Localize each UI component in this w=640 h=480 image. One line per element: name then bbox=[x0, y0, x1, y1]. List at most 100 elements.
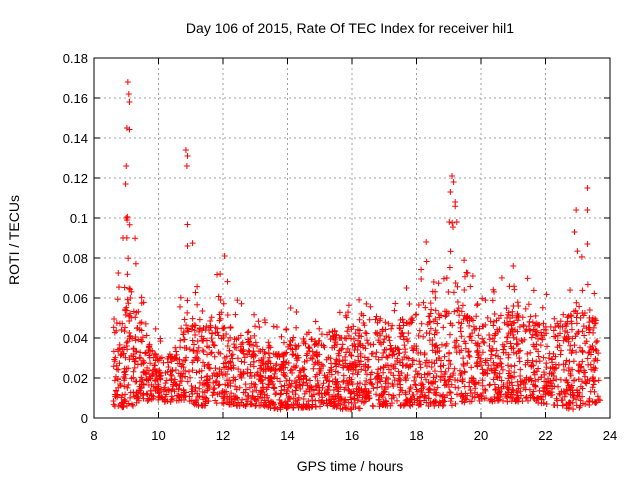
data-point bbox=[125, 300, 132, 307]
data-point bbox=[287, 305, 294, 311]
data-point bbox=[513, 340, 520, 347]
data-point bbox=[400, 333, 407, 340]
data-point bbox=[579, 328, 586, 335]
data-point bbox=[522, 305, 529, 312]
data-point bbox=[278, 387, 285, 394]
data-point bbox=[195, 402, 202, 409]
data-point bbox=[384, 354, 391, 361]
data-point bbox=[124, 271, 131, 278]
data-point bbox=[369, 350, 376, 357]
data-point bbox=[287, 342, 294, 349]
data-point bbox=[246, 348, 253, 355]
data-point bbox=[575, 376, 582, 383]
data-point bbox=[351, 341, 358, 348]
data-point bbox=[128, 288, 135, 295]
data-point bbox=[298, 404, 305, 411]
data-point bbox=[573, 207, 580, 213]
data-point bbox=[595, 396, 602, 403]
data-point bbox=[285, 359, 292, 366]
data-point bbox=[414, 388, 421, 395]
data-point bbox=[184, 153, 191, 159]
data-point bbox=[265, 397, 272, 404]
data-point bbox=[418, 320, 425, 327]
data-point bbox=[494, 326, 501, 333]
data-point bbox=[228, 365, 235, 372]
data-point bbox=[236, 384, 243, 391]
data-point bbox=[194, 393, 201, 400]
data-point bbox=[350, 323, 357, 330]
data-point bbox=[271, 370, 278, 377]
data-point bbox=[437, 363, 444, 370]
data-point bbox=[283, 404, 290, 411]
data-point bbox=[586, 398, 593, 405]
data-point bbox=[510, 334, 517, 341]
y-tick-label: 0.14 bbox=[63, 131, 88, 146]
data-point bbox=[351, 359, 358, 366]
data-point bbox=[564, 335, 571, 342]
data-point bbox=[536, 387, 543, 394]
data-point bbox=[301, 390, 308, 397]
data-point bbox=[447, 361, 454, 368]
data-point bbox=[283, 377, 290, 384]
data-point bbox=[571, 342, 578, 349]
data-point bbox=[372, 329, 379, 336]
data-point bbox=[241, 359, 248, 366]
data-point bbox=[235, 335, 242, 342]
data-point bbox=[514, 310, 521, 317]
data-point bbox=[383, 353, 390, 360]
data-point bbox=[500, 383, 507, 390]
data-point bbox=[110, 401, 117, 408]
data-point bbox=[454, 283, 461, 290]
data-point bbox=[484, 367, 491, 374]
data-point bbox=[316, 325, 323, 332]
data-point bbox=[501, 319, 508, 326]
data-point bbox=[252, 339, 259, 346]
data-point bbox=[558, 347, 565, 354]
data-point bbox=[511, 319, 518, 326]
data-point bbox=[583, 325, 590, 332]
data-point bbox=[576, 368, 583, 375]
data-points bbox=[110, 79, 604, 413]
data-point bbox=[402, 374, 409, 381]
data-point bbox=[475, 379, 482, 386]
data-point bbox=[143, 371, 150, 378]
data-point bbox=[459, 302, 466, 309]
data-point bbox=[398, 330, 405, 337]
data-point bbox=[383, 333, 390, 340]
data-point bbox=[445, 289, 452, 296]
data-point bbox=[214, 329, 221, 336]
data-point bbox=[224, 342, 231, 349]
data-point bbox=[265, 344, 272, 351]
data-point bbox=[509, 394, 516, 401]
data-point bbox=[451, 365, 458, 372]
data-point bbox=[199, 388, 206, 395]
data-point bbox=[246, 373, 253, 380]
data-point bbox=[316, 351, 323, 358]
data-point bbox=[293, 324, 300, 331]
data-point bbox=[439, 402, 446, 409]
data-point bbox=[200, 402, 207, 409]
data-point bbox=[590, 366, 597, 373]
data-point bbox=[339, 341, 346, 348]
data-point bbox=[270, 384, 277, 391]
data-point bbox=[434, 320, 441, 327]
data-point bbox=[116, 284, 123, 291]
data-point bbox=[497, 312, 504, 319]
data-point bbox=[127, 394, 134, 401]
data-point bbox=[157, 369, 164, 376]
data-point bbox=[510, 263, 517, 269]
data-point bbox=[195, 344, 202, 351]
data-point bbox=[451, 344, 458, 351]
data-point bbox=[131, 364, 138, 371]
data-point bbox=[177, 344, 184, 351]
data-point bbox=[433, 329, 440, 336]
data-point bbox=[522, 328, 529, 335]
data-point bbox=[168, 396, 175, 403]
data-point bbox=[515, 348, 522, 355]
data-point bbox=[358, 366, 365, 373]
data-point bbox=[423, 376, 430, 383]
data-point bbox=[216, 381, 223, 388]
data-point bbox=[130, 402, 137, 409]
data-point bbox=[559, 397, 566, 404]
data-point bbox=[251, 311, 258, 318]
